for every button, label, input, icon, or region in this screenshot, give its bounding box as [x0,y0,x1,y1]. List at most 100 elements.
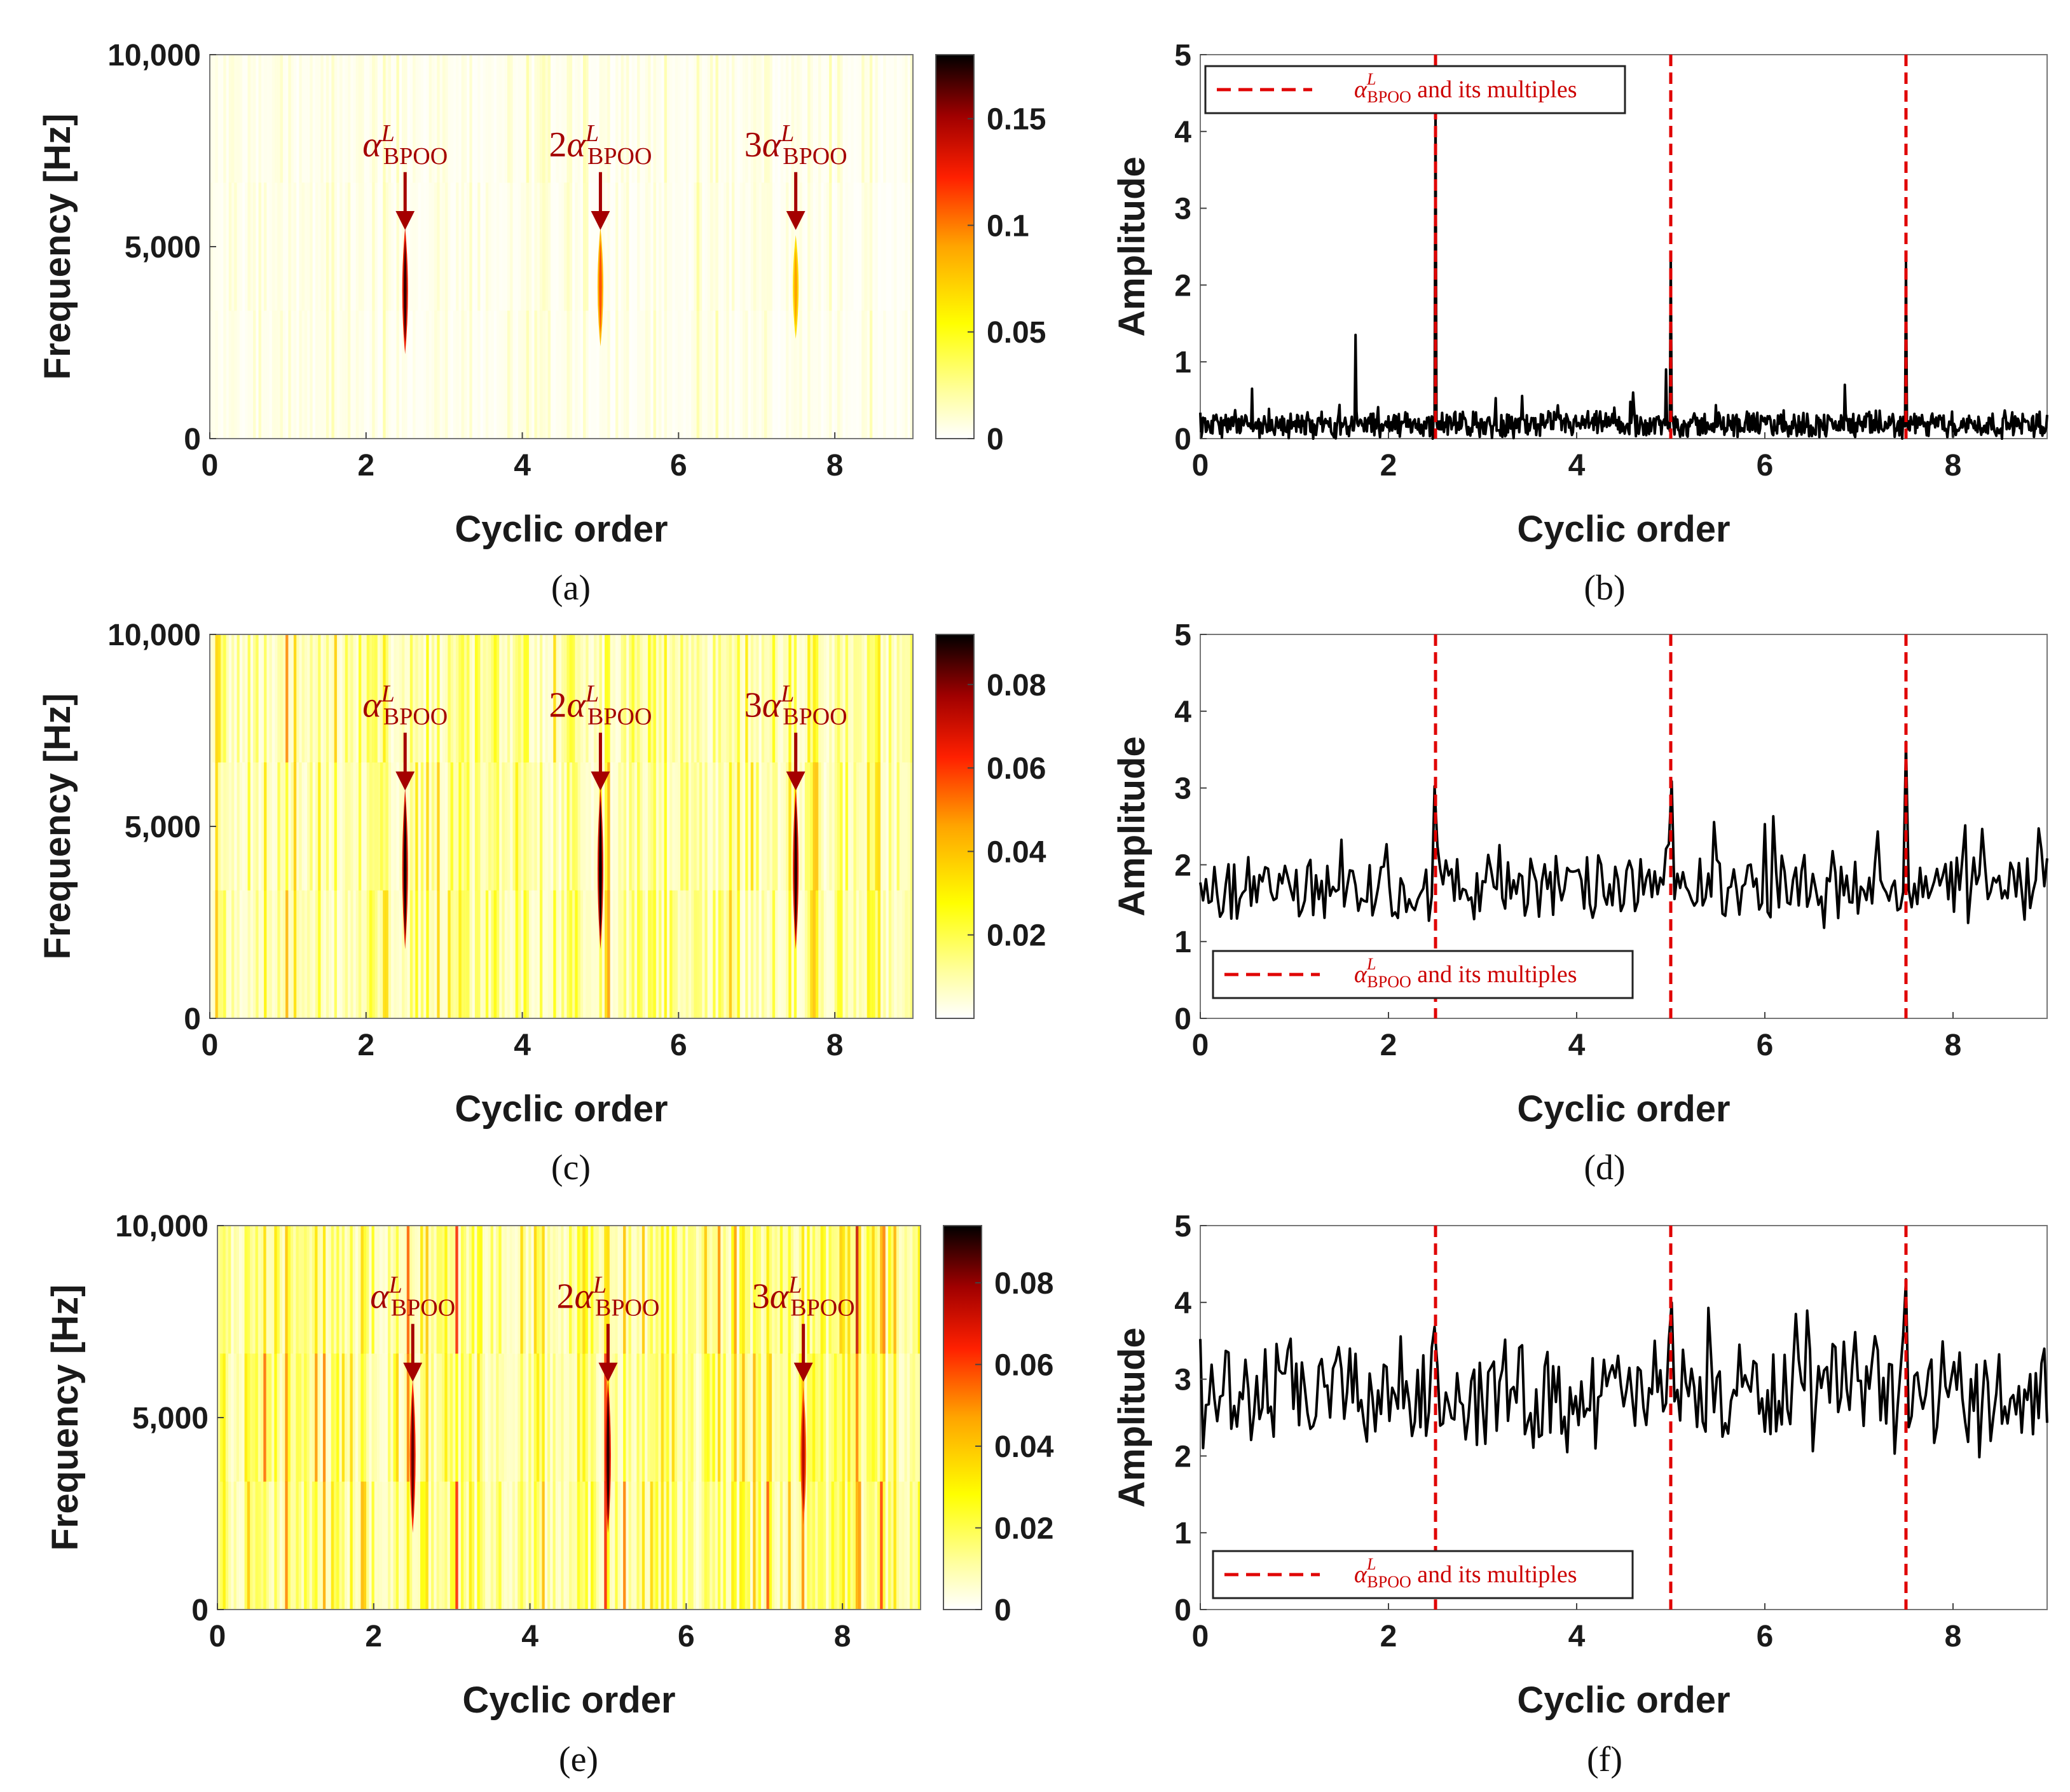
heatmap-cell [910,890,914,1019]
heatmap-cell [329,890,332,1019]
heatmap-cell [469,55,473,183]
annotation-label: 3αL BPOO [744,681,847,730]
heatmap-cell [694,182,697,311]
heatmap-cell [640,310,643,439]
caption-f: (f) [1587,1740,1622,1779]
heatmap-cell [821,762,825,891]
heatmap-cell [426,890,430,1019]
heatmap-cell [331,762,335,891]
heatmap-cell [317,1481,321,1610]
heatmap-cell [515,762,519,891]
heatmap-cell [737,310,741,439]
heatmap-cell [585,1226,589,1354]
heatmap-cell [223,1481,226,1610]
heatmap-cell [328,1226,332,1354]
heatmap-cell [364,634,367,763]
heatmap-cell [853,1481,856,1610]
heatmap-cell [580,1226,583,1354]
heatmap-cell [236,890,240,1019]
heatmap-cell [477,55,481,183]
heatmap-cell [217,55,221,183]
heatmap-cell [280,762,284,891]
x-tick-label: 6 [1757,1620,1774,1653]
heatmap-cell [352,1226,356,1354]
heatmap-cell [688,1481,692,1610]
heatmap-cell [564,890,568,1019]
heatmap-cell [856,182,860,311]
heatmap-cell [826,890,830,1019]
heatmap-cell [829,310,832,439]
heatmap-cell [877,310,881,439]
heatmap-cell [750,55,754,183]
heatmap-cell [861,634,865,763]
heatmap-cell [629,55,633,183]
heatmap-cell [696,1481,699,1610]
heatmap-cell [312,762,316,891]
heatmap-cell [518,55,521,183]
heatmap-cell [615,55,619,183]
heatmap-cell [840,890,843,1019]
heatmap-cell [767,182,771,311]
heatmap-cell [753,1481,757,1610]
heatmap-cell [420,762,424,891]
heatmap-cell [369,55,373,183]
colorbar-a [935,54,975,439]
heatmap-cell [821,182,825,311]
heatmap-cell [347,634,351,763]
heatmap-cell [415,1226,418,1354]
colorbar-tick-label: 0 [994,1594,1011,1627]
heatmap-cell [672,55,676,183]
heatmap-cell [761,634,765,763]
heatmap-cell [288,762,292,891]
heatmap-cell [666,890,670,1019]
heatmap-cell [915,1353,919,1482]
heatmap-cell [847,762,851,891]
heatmap-cell [734,1226,737,1354]
heatmap-cell [739,55,743,183]
heatmap-cell [423,182,427,311]
heatmap-cell [491,55,495,183]
heatmap-cell [425,1226,429,1354]
heatmap-cell [907,890,911,1019]
heatmap-cell [477,634,481,763]
heatmap-cell [742,1481,746,1610]
colorbar-tick-label: 0.04 [987,835,1046,869]
heatmap-cell [558,1481,561,1610]
colorbar-tick-label: 0.02 [994,1512,1053,1545]
heatmap-cell [847,634,851,763]
heatmap-cell [556,55,559,183]
heatmap-cell [371,1226,375,1354]
markers-f [1434,1226,1908,1610]
heatmap-cell [371,1353,375,1482]
heatmap-cell [723,1226,727,1354]
heatmap-cell [291,310,294,439]
heatmap-cell [702,310,706,439]
heatmap-cell [453,890,456,1019]
heatmap-cell [496,1226,499,1354]
x-tick-label: 0 [209,1620,226,1653]
heatmap-cell [888,890,892,1019]
heatmap-cell [872,1481,875,1610]
heatmap-cell [675,890,678,1019]
heatmap-cell [826,634,830,763]
heatmap-cell [755,1353,759,1482]
heatmap-cell [756,762,760,891]
heatmap-cell [479,1226,483,1354]
heatmap-cell [753,310,757,439]
heatmap-cell [534,310,538,439]
heatmap-cell [594,634,597,763]
heatmap-cell [472,310,476,439]
heatmap-cell [363,1353,367,1482]
heatmap-cell [493,634,497,763]
x-tick-label: 8 [1945,1029,1962,1062]
heatmap-cell [269,310,273,439]
caption-d: (d) [1584,1148,1625,1187]
x-tick-label: 0 [1192,449,1209,482]
heatmap-cell [515,634,519,763]
heatmap-cell [598,1481,602,1610]
heatmap-cell [277,890,281,1019]
heatmap-cell [242,55,245,183]
heatmap-cell [647,1481,651,1610]
heatmap-cell [812,1481,816,1610]
heatmap-cell [553,55,557,183]
